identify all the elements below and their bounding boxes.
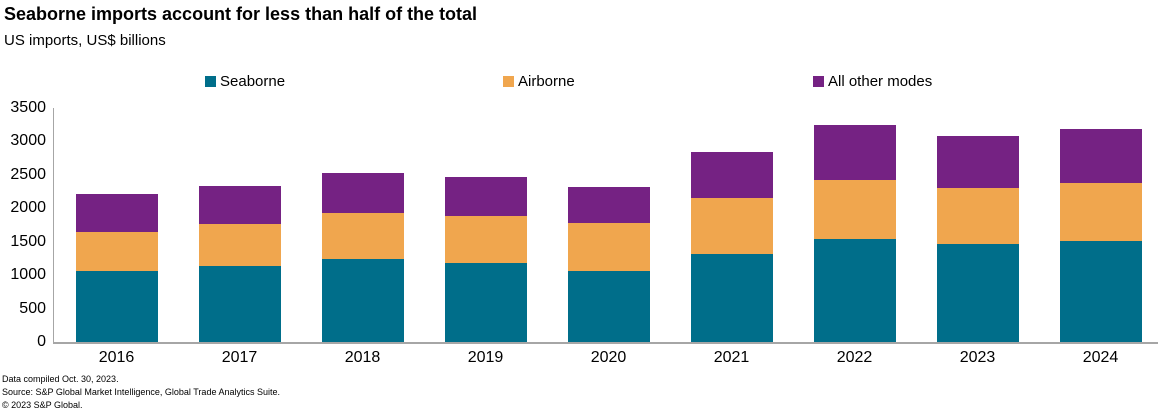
y-tick-label-1000: 1000: [10, 266, 46, 284]
legend-label-airborne: Airborne: [518, 72, 575, 90]
legend-swatch-airborne: [503, 75, 514, 87]
y-tick-label-0: 0: [37, 333, 46, 350]
y-axis-line: [53, 108, 54, 344]
bar-segment-all-other-modes-2021: [690, 151, 773, 198]
legend-swatch-seaborne: [205, 75, 216, 87]
legend-label-all-other-modes: All other modes: [828, 72, 933, 90]
x-tick-label-2022: 2022: [836, 349, 873, 366]
bar-segment-seaborne-2018: [321, 259, 404, 342]
y-tick-label-3000: 3000: [10, 132, 46, 150]
footnote-source: Source: S&P Global Market Intelligence, …: [2, 387, 280, 397]
legend-item-airborne: Airborne: [503, 72, 575, 90]
y-tick-label-500: 500: [19, 299, 46, 317]
bar-segment-seaborne-2017: [198, 265, 281, 342]
bar-segment-all-other-modes-2022: [813, 125, 896, 180]
bar-segment-all-other-modes-2018: [321, 173, 404, 213]
bar-segment-seaborne-2023: [936, 244, 1019, 342]
bar-segment-airborne-2017: [198, 223, 281, 266]
bar-segment-airborne-2018: [321, 212, 404, 260]
bar-segment-all-other-modes-2016: [75, 194, 158, 233]
legend-swatch-all-other-modes: [813, 75, 824, 87]
bar-segment-seaborne-2021: [690, 253, 773, 342]
bar-segment-all-other-modes-2024: [1059, 129, 1142, 184]
bar-segment-all-other-modes-2023: [936, 135, 1019, 188]
y-tick-label-3500: 3500: [10, 99, 46, 116]
chart-subtitle: US imports, US$ billions: [4, 32, 166, 49]
x-tick-label-2023: 2023: [959, 349, 996, 366]
y-tick-label-1500: 1500: [10, 232, 46, 250]
bar-segment-seaborne-2024: [1059, 241, 1142, 342]
x-tick-label-2018: 2018: [344, 349, 381, 366]
bar-segment-seaborne-2022: [813, 239, 896, 342]
legend-label-seaborne: Seaborne: [220, 72, 286, 90]
footnote-data-compiled: Data compiled Oct. 30, 2023.: [2, 374, 119, 384]
bar-segment-airborne-2019: [444, 216, 527, 263]
legend-item-seaborne: Seaborne: [205, 72, 286, 90]
bar-segment-airborne-2021: [690, 197, 773, 254]
footnote-copyright: © 2023 S&P Global.: [2, 400, 83, 410]
x-tick-label-2017: 2017: [221, 349, 258, 366]
y-tick-label-2500: 2500: [10, 165, 46, 183]
bar-segment-seaborne-2016: [75, 271, 158, 342]
bar-segment-all-other-modes-2017: [198, 186, 281, 224]
x-tick-label-2016: 2016: [98, 349, 135, 366]
bar-segment-airborne-2023: [936, 187, 1019, 245]
x-axis-line: [53, 342, 1158, 344]
bar-segment-all-other-modes-2020: [567, 186, 650, 223]
bar-segment-airborne-2020: [567, 223, 650, 272]
x-tick-label-2019: 2019: [467, 349, 504, 366]
y-tick-label-2000: 2000: [10, 199, 46, 217]
chart-title: Seaborne imports account for less than h…: [4, 4, 478, 24]
bar-segment-seaborne-2019: [444, 262, 527, 342]
legend-item-all-other-modes: All other modes: [813, 72, 933, 90]
bar-segment-seaborne-2020: [567, 271, 650, 342]
bar-segment-airborne-2016: [75, 232, 158, 272]
bar-segment-all-other-modes-2019: [444, 176, 527, 217]
bar-segment-airborne-2022: [813, 179, 896, 240]
bar-segment-airborne-2024: [1059, 183, 1142, 242]
x-tick-label-2021: 2021: [713, 349, 750, 366]
x-tick-label-2020: 2020: [590, 349, 627, 366]
x-tick-label-2024: 2024: [1082, 349, 1119, 366]
footnotes: Data compiled Oct. 30, 2023. Source: S&P…: [2, 373, 280, 412]
